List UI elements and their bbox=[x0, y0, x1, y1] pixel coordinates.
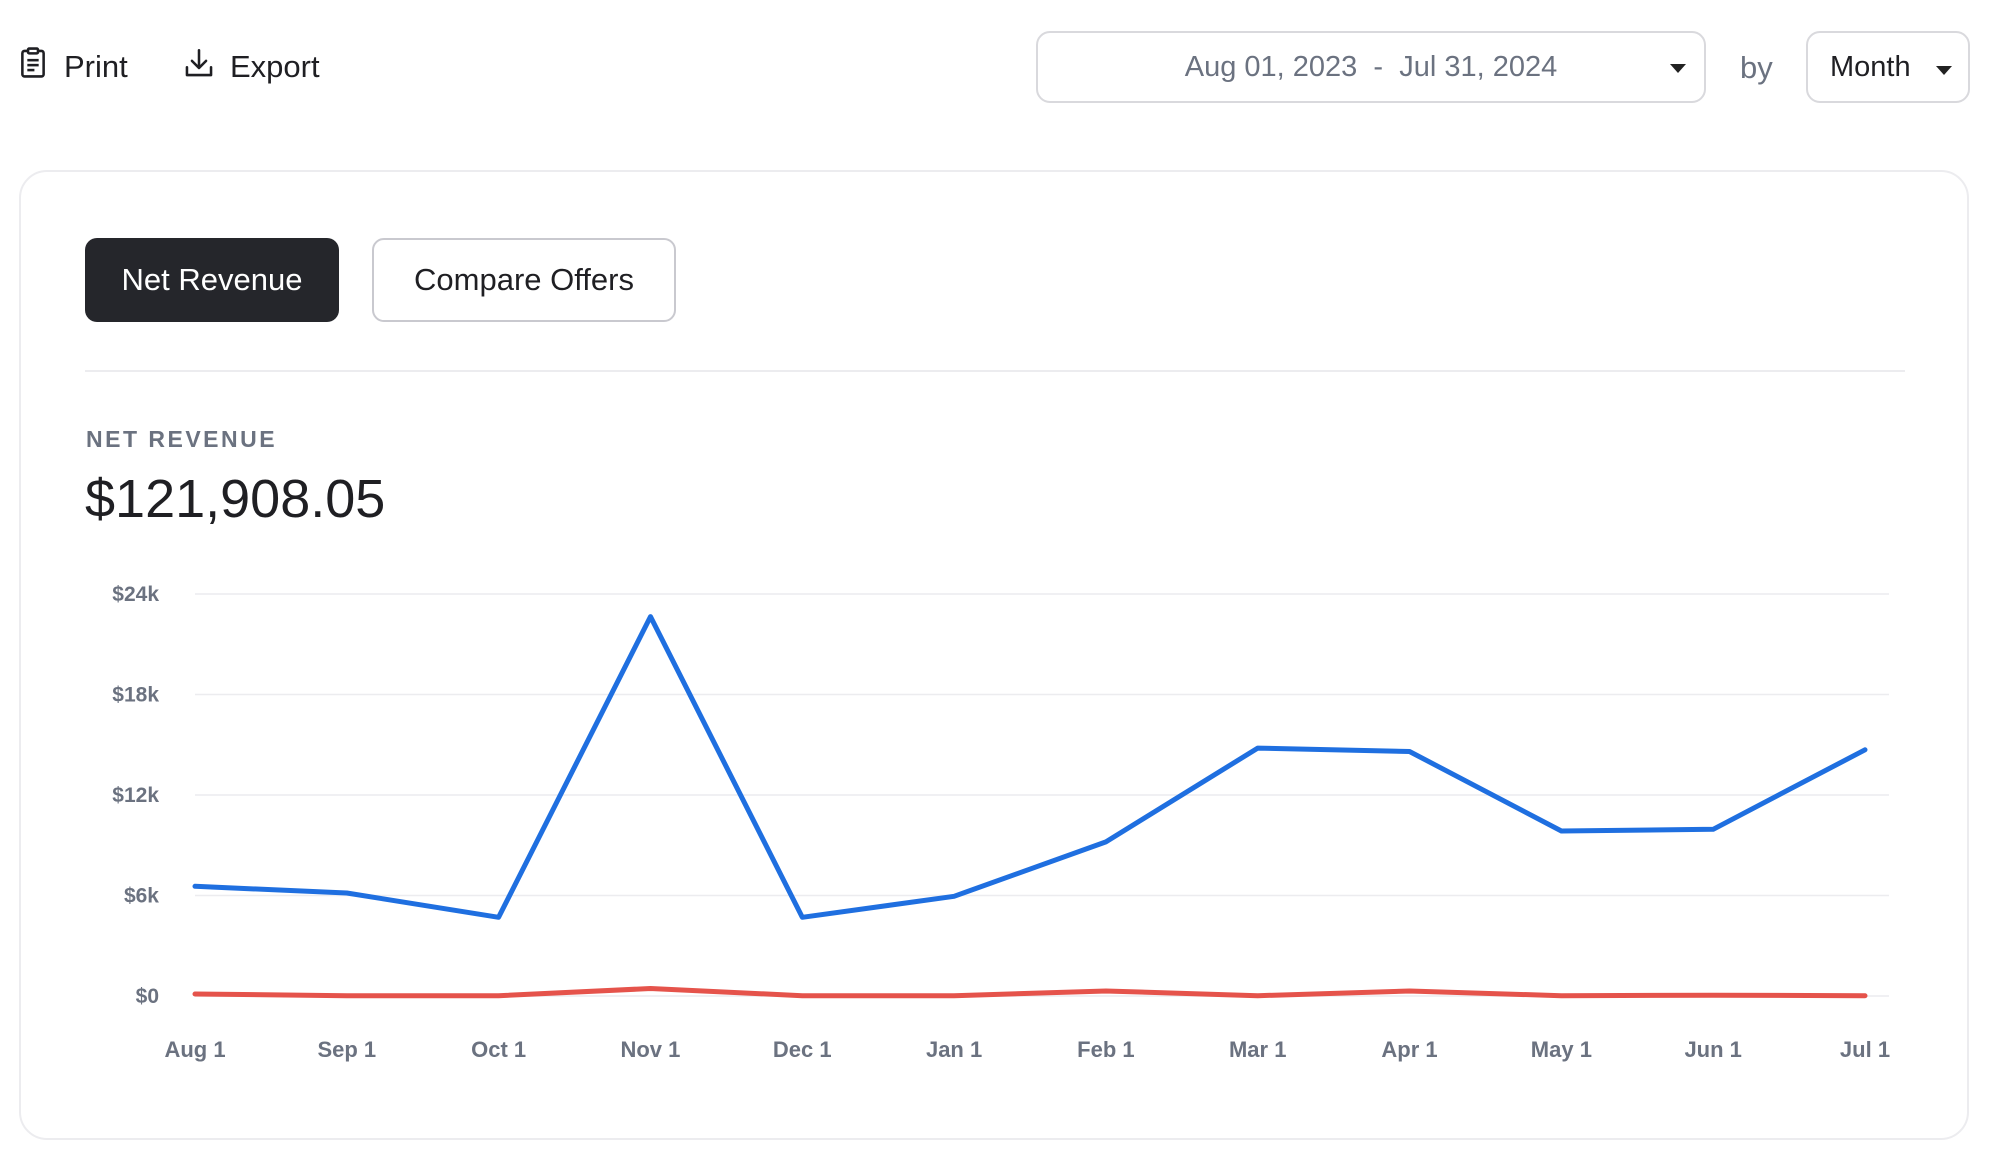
period-value: Month bbox=[1830, 50, 1911, 83]
x-axis-ticks: Aug 1 Sep 1 Oct 1 Nov 1 Dec 1 Jan 1 Feb 1 Mar 1… bbox=[164, 1037, 1890, 1062]
tab-compare-offers[interactable]: Compare Offers bbox=[372, 238, 676, 322]
x-tick-label: Dec 1 bbox=[773, 1037, 832, 1062]
x-tick-label: Nov 1 bbox=[620, 1037, 680, 1062]
toolbar: Print Export Aug 01, 2023 - Jul 31, 2024… bbox=[0, 0, 1992, 140]
y-tick-label: $24k bbox=[112, 583, 159, 606]
series-layer bbox=[192, 614, 1868, 999]
download-icon bbox=[182, 46, 216, 88]
x-tick-label: Oct 1 bbox=[471, 1037, 526, 1062]
chevron-down-icon bbox=[1936, 66, 1952, 75]
divider bbox=[85, 370, 1905, 372]
series-line-2 bbox=[192, 986, 1868, 999]
clipboard-icon bbox=[16, 46, 50, 88]
x-tick-label: Feb 1 bbox=[1077, 1037, 1134, 1062]
net-revenue-line-chart: $0 $6k $12k $18k $24k Aug 1 Sep 1 Oct 1 Nov 1 De… bbox=[112, 583, 1890, 1062]
y-tick-label: $12k bbox=[112, 784, 159, 807]
metric-label: NET REVENUE bbox=[86, 426, 278, 452]
y-tick-label: $0 bbox=[136, 985, 159, 1008]
y-tick-label: $6k bbox=[124, 885, 159, 908]
chevron-down-icon bbox=[1670, 64, 1686, 73]
by-label: by bbox=[1740, 50, 1773, 85]
metric-value: $121,908.05 bbox=[85, 469, 386, 529]
grid-lines bbox=[195, 593, 1889, 997]
x-tick-label: Sep 1 bbox=[317, 1037, 376, 1062]
x-tick-label: Jan 1 bbox=[926, 1037, 982, 1062]
date-range-select[interactable]: Aug 01, 2023 - Jul 31, 2024 bbox=[1036, 31, 1706, 103]
x-tick-label: Mar 1 bbox=[1229, 1037, 1286, 1062]
x-tick-label: May 1 bbox=[1531, 1037, 1592, 1062]
y-axis-ticks: $0 $6k $12k $18k $24k bbox=[112, 583, 159, 1008]
revenue-card: Net Revenue Compare Offers NET REVENUE $… bbox=[19, 170, 1969, 1140]
x-tick-label: Jun 1 bbox=[1684, 1037, 1741, 1062]
print-label: Print bbox=[64, 49, 128, 84]
date-range-value: Aug 01, 2023 - Jul 31, 2024 bbox=[1184, 50, 1558, 83]
tab-net-revenue[interactable]: Net Revenue bbox=[85, 238, 339, 322]
x-tick-label: Jul 1 bbox=[1840, 1037, 1890, 1062]
x-tick-label: Aug 1 bbox=[164, 1037, 225, 1062]
export-button[interactable]: Export bbox=[182, 45, 320, 89]
y-tick-label: $18k bbox=[112, 684, 159, 707]
print-button[interactable]: Print bbox=[16, 45, 128, 89]
export-label: Export bbox=[230, 49, 320, 84]
period-select[interactable]: Month bbox=[1806, 31, 1970, 103]
series-line-1 bbox=[192, 614, 1868, 920]
x-tick-label: Apr 1 bbox=[1381, 1037, 1437, 1062]
